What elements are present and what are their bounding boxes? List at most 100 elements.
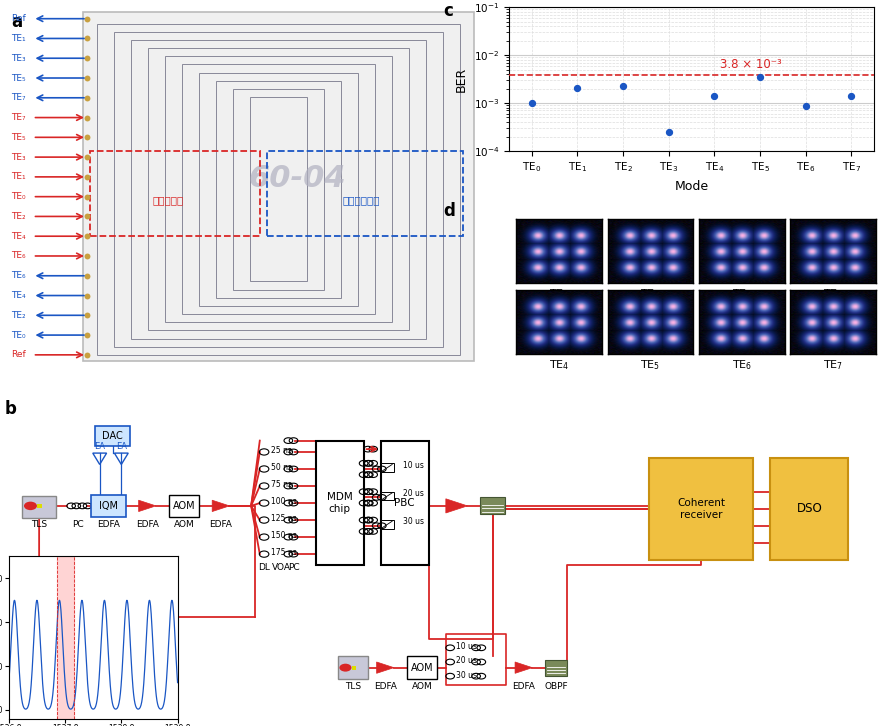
Point xyxy=(79,72,94,83)
Point xyxy=(79,151,94,163)
Text: DL: DL xyxy=(258,563,270,571)
Text: PC: PC xyxy=(289,563,300,571)
Text: EDFA: EDFA xyxy=(374,682,396,691)
Text: TE₃: TE₃ xyxy=(11,54,26,62)
Point xyxy=(79,270,94,282)
Bar xyxy=(84,12,473,362)
Bar xyxy=(97,23,460,355)
Text: EDFA: EDFA xyxy=(88,631,111,640)
Bar xyxy=(770,457,849,560)
Polygon shape xyxy=(139,500,156,512)
Text: 3.8 × 10⁻³: 3.8 × 10⁻³ xyxy=(720,57,781,70)
Bar xyxy=(147,48,409,330)
Polygon shape xyxy=(22,611,39,622)
Point xyxy=(844,90,858,102)
Text: EDFA: EDFA xyxy=(97,520,120,529)
Text: TE$_5$: TE$_5$ xyxy=(640,359,660,372)
Bar xyxy=(267,151,464,236)
Text: VOA: VOA xyxy=(272,563,291,571)
Point xyxy=(79,330,94,341)
Text: 30 us: 30 us xyxy=(457,671,477,680)
Text: 10 us: 10 us xyxy=(457,643,477,651)
Bar xyxy=(95,426,130,446)
Text: TE₃: TE₃ xyxy=(11,152,26,162)
Text: 75 ns: 75 ns xyxy=(271,481,292,489)
Point xyxy=(79,290,94,301)
Text: 60-04: 60-04 xyxy=(248,164,346,193)
Text: OBPF: OBPF xyxy=(544,682,568,691)
Point xyxy=(79,52,94,64)
Text: TE₄: TE₄ xyxy=(11,291,26,300)
Point xyxy=(79,211,94,222)
Text: d: d xyxy=(443,202,455,220)
Text: 模式复用器: 模式复用器 xyxy=(153,195,184,205)
Text: EA: EA xyxy=(94,442,105,452)
Bar xyxy=(407,656,437,679)
Polygon shape xyxy=(446,499,467,513)
Text: 150 ns: 150 ns xyxy=(271,531,297,540)
Bar xyxy=(125,608,156,625)
Text: a: a xyxy=(11,12,22,30)
Text: Ref: Ref xyxy=(11,351,26,359)
Circle shape xyxy=(339,664,351,672)
Point xyxy=(79,250,94,262)
Text: AOM: AOM xyxy=(173,501,195,511)
Text: TE$_0$: TE$_0$ xyxy=(549,287,570,301)
Bar xyxy=(250,97,307,282)
Bar xyxy=(91,494,125,517)
Bar xyxy=(381,492,394,500)
Text: TE₀: TE₀ xyxy=(11,192,26,201)
Text: TE₇: TE₇ xyxy=(11,113,26,122)
Text: EDFA: EDFA xyxy=(512,682,535,691)
Text: TE₄: TE₄ xyxy=(11,232,26,241)
Y-axis label: BER: BER xyxy=(455,67,468,91)
Text: TE$_7$: TE$_7$ xyxy=(823,359,843,372)
Point xyxy=(616,80,630,91)
Text: 10 us: 10 us xyxy=(403,460,424,470)
Bar xyxy=(381,463,394,472)
Point xyxy=(79,131,94,143)
Text: TE$_3$: TE$_3$ xyxy=(823,287,843,301)
Point xyxy=(79,112,94,123)
Polygon shape xyxy=(91,611,109,622)
Polygon shape xyxy=(128,610,154,624)
Point xyxy=(79,171,94,183)
Text: TE$_6$: TE$_6$ xyxy=(732,359,752,372)
Text: TE₇: TE₇ xyxy=(11,93,26,102)
Text: 175 ns: 175 ns xyxy=(271,549,297,558)
Bar xyxy=(480,497,505,515)
Text: 20 us: 20 us xyxy=(457,656,477,665)
Bar xyxy=(446,634,507,685)
Text: c: c xyxy=(443,1,453,20)
Bar xyxy=(381,520,394,529)
Text: PC: PC xyxy=(72,520,84,529)
Text: TLS: TLS xyxy=(31,520,47,529)
Point xyxy=(798,101,812,113)
Text: TE₁: TE₁ xyxy=(11,34,26,43)
Bar xyxy=(199,73,358,306)
Text: DSO: DSO xyxy=(796,502,822,515)
Bar xyxy=(381,441,428,566)
Bar xyxy=(233,89,324,290)
Point xyxy=(79,230,94,242)
Bar xyxy=(546,660,567,676)
Point xyxy=(661,126,675,138)
Point xyxy=(79,33,94,44)
Text: 125 ns: 125 ns xyxy=(271,515,297,523)
Text: TLS: TLS xyxy=(344,682,361,691)
Bar xyxy=(169,494,200,517)
Point xyxy=(707,90,721,102)
Text: 30 us: 30 us xyxy=(403,518,424,526)
Text: TE₀: TE₀ xyxy=(11,330,26,340)
Text: 25 ns: 25 ns xyxy=(271,446,292,455)
Text: Ref: Ref xyxy=(11,15,26,23)
Bar xyxy=(52,609,73,625)
Point xyxy=(525,97,539,109)
Point xyxy=(79,191,94,203)
Text: WS: WS xyxy=(133,631,148,640)
Point xyxy=(570,82,585,94)
Bar xyxy=(649,457,753,560)
Text: TE₆: TE₆ xyxy=(11,272,26,280)
Text: 50 ns: 50 ns xyxy=(271,463,292,473)
Text: OBPF: OBPF xyxy=(51,631,75,640)
